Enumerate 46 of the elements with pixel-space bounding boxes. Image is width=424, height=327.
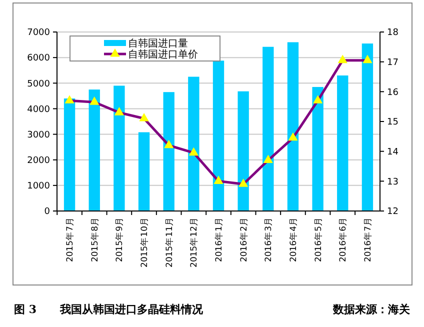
legend-label: 自韩国进口量 — [128, 38, 188, 50]
caption: 图 3 — [14, 303, 36, 316]
x-tick-label: 2015年11月 — [164, 217, 175, 268]
x-tick-label: 2016年2月 — [238, 217, 250, 262]
x-tick-label: 2015年7月 — [64, 217, 76, 262]
legend-label: 自韩国进口单价 — [128, 48, 198, 60]
bar — [138, 132, 150, 211]
y2-tick-label: 16 — [387, 88, 399, 98]
bar — [114, 86, 125, 211]
y-tick-label: 4000 — [27, 104, 50, 115]
y2-tick-label: 18 — [387, 28, 399, 38]
source-note: 数据来源：海关 — [332, 303, 411, 316]
x-tick-label: 2015年9月 — [114, 217, 126, 262]
bar — [287, 42, 299, 211]
bar — [188, 76, 200, 211]
x-tick-label: 2016年6月 — [338, 217, 349, 262]
bar — [238, 91, 249, 211]
y-tick-label: 5000 — [27, 79, 50, 90]
y-tick-label: 6000 — [27, 54, 50, 64]
x-tick-label: 2016年5月 — [312, 217, 324, 262]
bar — [64, 98, 76, 211]
bar — [312, 86, 324, 211]
y-tick-label: 3000 — [27, 130, 50, 140]
y-tick-label: 2000 — [27, 156, 50, 166]
x-tick-label: 2016年4月 — [288, 217, 299, 262]
y2-tick-label: 17 — [387, 58, 398, 68]
bar — [337, 75, 348, 211]
bar — [262, 46, 274, 211]
x-tick-label: 2016年7月 — [362, 217, 374, 262]
y2-tick-label: 14 — [387, 147, 399, 158]
y-tick-label: 1000 — [27, 182, 50, 192]
x-tick-label: 2015年12月 — [188, 217, 200, 268]
y2-tick-label: 15 — [387, 118, 398, 128]
x-tick-label: 2015年8月 — [89, 217, 100, 262]
y2-tick-label: 12 — [387, 207, 398, 218]
bar — [88, 90, 100, 211]
bar — [362, 44, 374, 211]
x-tick-label: 2016年3月 — [263, 217, 274, 262]
y-tick-label: 0 — [44, 207, 50, 218]
text: 我国从韩国进口多晶硅料情况 — [59, 303, 204, 316]
y2-tick-label: 13 — [387, 177, 398, 188]
y-tick-label: 7000 — [27, 28, 50, 38]
x-tick-label: 2015年10月 — [139, 217, 150, 268]
bar — [163, 92, 174, 211]
x-tick-label: 2016年1月 — [214, 217, 224, 262]
bar — [212, 60, 224, 211]
